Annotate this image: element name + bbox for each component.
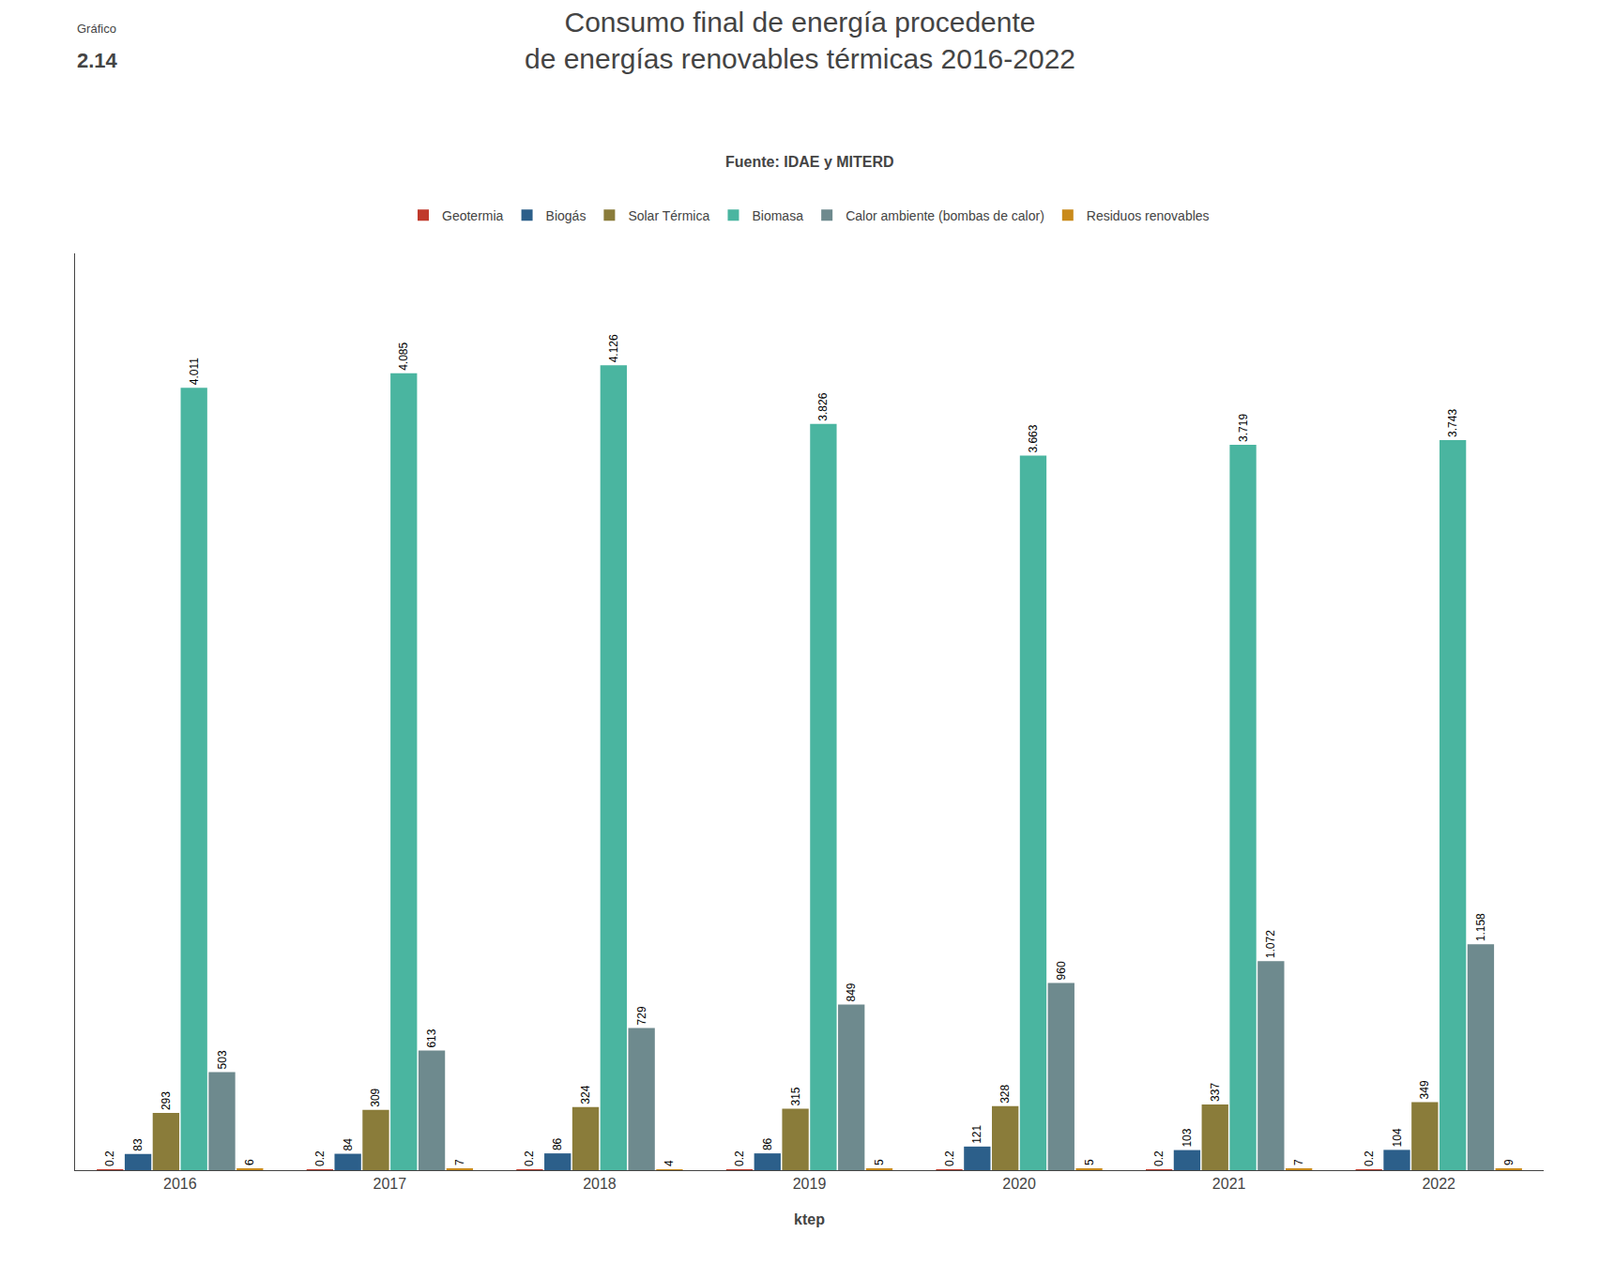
svg-text:6: 6 [243,1158,257,1166]
svg-text:324: 324 [579,1084,593,1104]
svg-text:5: 5 [1082,1158,1097,1166]
svg-text:3.743: 3.743 [1446,409,1460,438]
svg-text:2018: 2018 [582,1175,617,1192]
svg-text:3.663: 3.663 [1026,424,1040,453]
svg-text:9: 9 [1502,1158,1516,1166]
svg-text:104: 104 [1390,1127,1404,1147]
svg-text:0.2: 0.2 [313,1150,327,1167]
svg-text:2021: 2021 [1212,1175,1247,1192]
svg-text:315: 315 [789,1086,803,1106]
svg-text:4.085: 4.085 [396,341,411,370]
svg-text:Consumo final de energía proce: Consumo final de energía procedentede en… [524,6,1076,75]
svg-text:349: 349 [1417,1080,1432,1099]
svg-text:Biomasa: Biomasa [751,208,804,224]
svg-text:2.14: 2.14 [76,48,119,73]
svg-text:2016: 2016 [163,1175,198,1192]
svg-text:0.2: 0.2 [943,1150,957,1167]
svg-text:729: 729 [635,1005,649,1025]
svg-text:1.072: 1.072 [1264,929,1278,959]
svg-text:2022: 2022 [1421,1175,1456,1192]
svg-text:Biogás: Biogás [546,208,587,224]
svg-text:2019: 2019 [792,1175,827,1192]
svg-text:7: 7 [453,1158,467,1166]
svg-text:4.011: 4.011 [187,357,201,385]
svg-text:503: 503 [215,1050,229,1069]
svg-text:4: 4 [662,1159,676,1167]
svg-text:Geotermia: Geotermia [441,208,504,224]
svg-text:0.2: 0.2 [1152,1150,1166,1167]
svg-text:2020: 2020 [1002,1175,1037,1192]
svg-text:309: 309 [368,1087,382,1107]
svg-text:293: 293 [159,1091,173,1111]
svg-text:Residuos renovables: Residuos renovables [1086,208,1210,224]
svg-text:Fuente: IDAE y MITERD: Fuente: IDAE y MITERD [725,153,895,170]
svg-text:5: 5 [872,1158,886,1166]
svg-text:86: 86 [761,1137,775,1151]
svg-text:121: 121 [970,1125,984,1144]
svg-text:849: 849 [844,982,858,1002]
svg-text:613: 613 [425,1028,439,1048]
svg-text:1.158: 1.158 [1474,913,1488,942]
svg-text:337: 337 [1208,1082,1222,1102]
svg-text:0.2: 0.2 [1362,1150,1376,1167]
svg-text:0.2: 0.2 [732,1150,747,1167]
svg-text:Gráfico: Gráfico [76,21,117,36]
svg-text:3.826: 3.826 [816,392,830,421]
svg-text:ktep: ktep [793,1211,825,1228]
svg-text:Solar Térmica: Solar Térmica [627,208,710,224]
svg-text:3.719: 3.719 [1236,413,1250,442]
svg-text:103: 103 [1180,1127,1194,1147]
svg-text:84: 84 [341,1138,355,1152]
svg-text:83: 83 [131,1138,145,1152]
svg-text:960: 960 [1054,960,1068,980]
svg-text:4.126: 4.126 [607,334,621,363]
svg-text:328: 328 [998,1083,1012,1103]
svg-text:7: 7 [1292,1158,1306,1166]
svg-text:86: 86 [550,1137,564,1151]
svg-text:0.2: 0.2 [522,1150,536,1167]
svg-text:Calor ambiente (bombas de calo: Calor ambiente (bombas de calor) [845,208,1045,224]
svg-text:0.2: 0.2 [103,1150,117,1167]
svg-text:2017: 2017 [373,1175,408,1192]
